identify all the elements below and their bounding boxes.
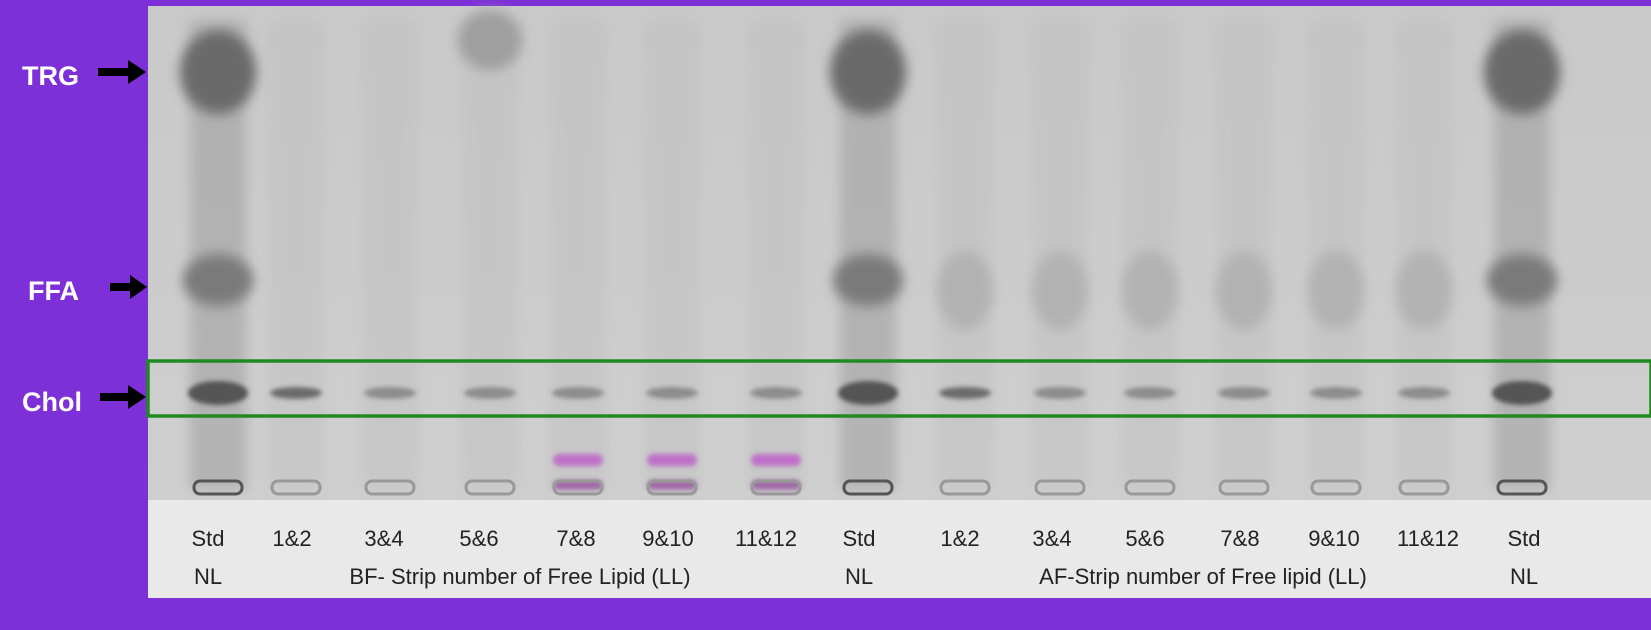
arrow (98, 60, 146, 84)
origin-spot (1124, 479, 1176, 496)
spot-trg (1484, 30, 1560, 114)
caption-area (148, 500, 1651, 598)
spot-chol (188, 381, 248, 405)
lane-label: 3&4 (1032, 526, 1071, 551)
band-label: TRG (22, 61, 79, 91)
lane-label: 5&6 (459, 526, 498, 551)
spot-chol (1124, 387, 1176, 399)
caption: NL (1510, 564, 1538, 589)
spot-chol (464, 387, 516, 399)
lane-label: 11&12 (735, 526, 797, 551)
lane-label: 5&6 (1125, 526, 1164, 551)
origin-spot (1398, 479, 1450, 496)
lane-smear (268, 20, 324, 490)
spot-ffa (937, 250, 993, 330)
spot-chol (270, 387, 322, 399)
origin-spot (842, 479, 894, 496)
spot-chol (1492, 381, 1552, 405)
spot-chol (1218, 387, 1270, 399)
spot-chol (1310, 387, 1362, 399)
lane-label: Std (191, 526, 224, 551)
lane-label: 11&12 (1397, 526, 1459, 551)
spot-chol (646, 387, 698, 399)
lane-smear (644, 20, 700, 490)
highlight-box (146, 359, 1651, 418)
spots (180, 10, 1560, 496)
lane-smear (362, 20, 418, 490)
lane-label: 9&10 (642, 526, 693, 551)
spot-trg (180, 30, 256, 114)
origin-spot (552, 479, 604, 496)
spot-ffa (1487, 254, 1557, 306)
pink-band (647, 454, 697, 466)
caption: NL (194, 564, 222, 589)
spot-chol (838, 381, 898, 405)
spot-ffa (1396, 250, 1452, 330)
origin-spot (1218, 479, 1270, 496)
pink-band (553, 454, 603, 466)
origin-spot (1310, 479, 1362, 496)
caption: BF- Strip number of Free Lipid (LL) (349, 564, 690, 589)
spot-chol (364, 387, 416, 399)
lane-label: 1&2 (940, 526, 979, 551)
origin-spot (364, 479, 416, 496)
origin-spot (939, 479, 991, 496)
spot-ffa (833, 254, 903, 306)
lane-label: 7&8 (1220, 526, 1259, 551)
caption: AF-Strip number of Free lipid (LL) (1039, 564, 1367, 589)
pink-band (751, 454, 801, 466)
caption: NL (845, 564, 873, 589)
origin-spot (270, 479, 322, 496)
spot-chol (1034, 387, 1086, 399)
spot-chol (939, 387, 991, 399)
lane-label: 1&2 (272, 526, 311, 551)
spot-ffa (1122, 250, 1178, 330)
origin-spot (1496, 479, 1548, 496)
spot-top (458, 10, 522, 70)
arrow (100, 385, 146, 409)
arrows (98, 60, 147, 409)
spot-ffa (183, 254, 253, 306)
origin-spot (192, 479, 244, 496)
spot-ffa (1308, 250, 1364, 330)
band-label: Chol (22, 387, 82, 417)
origin-spot (464, 479, 516, 496)
arrow (110, 275, 147, 299)
lane-smear (462, 20, 518, 490)
origin-spot (1034, 479, 1086, 496)
spot-ffa (1216, 250, 1272, 330)
origin-spot (750, 479, 802, 496)
band-label: FFA (28, 276, 79, 306)
lane-label: Std (842, 526, 875, 551)
lane-smear (550, 20, 606, 490)
spot-chol (750, 387, 802, 399)
lane-label: Std (1507, 526, 1540, 551)
lane-label: 9&10 (1308, 526, 1359, 551)
origin-spot (646, 479, 698, 496)
spot-chol (552, 387, 604, 399)
lane-label: 3&4 (364, 526, 403, 551)
spot-trg (830, 30, 906, 114)
spot-chol (1398, 387, 1450, 399)
lane-label: 7&8 (556, 526, 595, 551)
spot-ffa (1032, 250, 1088, 330)
lane-smear (748, 20, 804, 490)
